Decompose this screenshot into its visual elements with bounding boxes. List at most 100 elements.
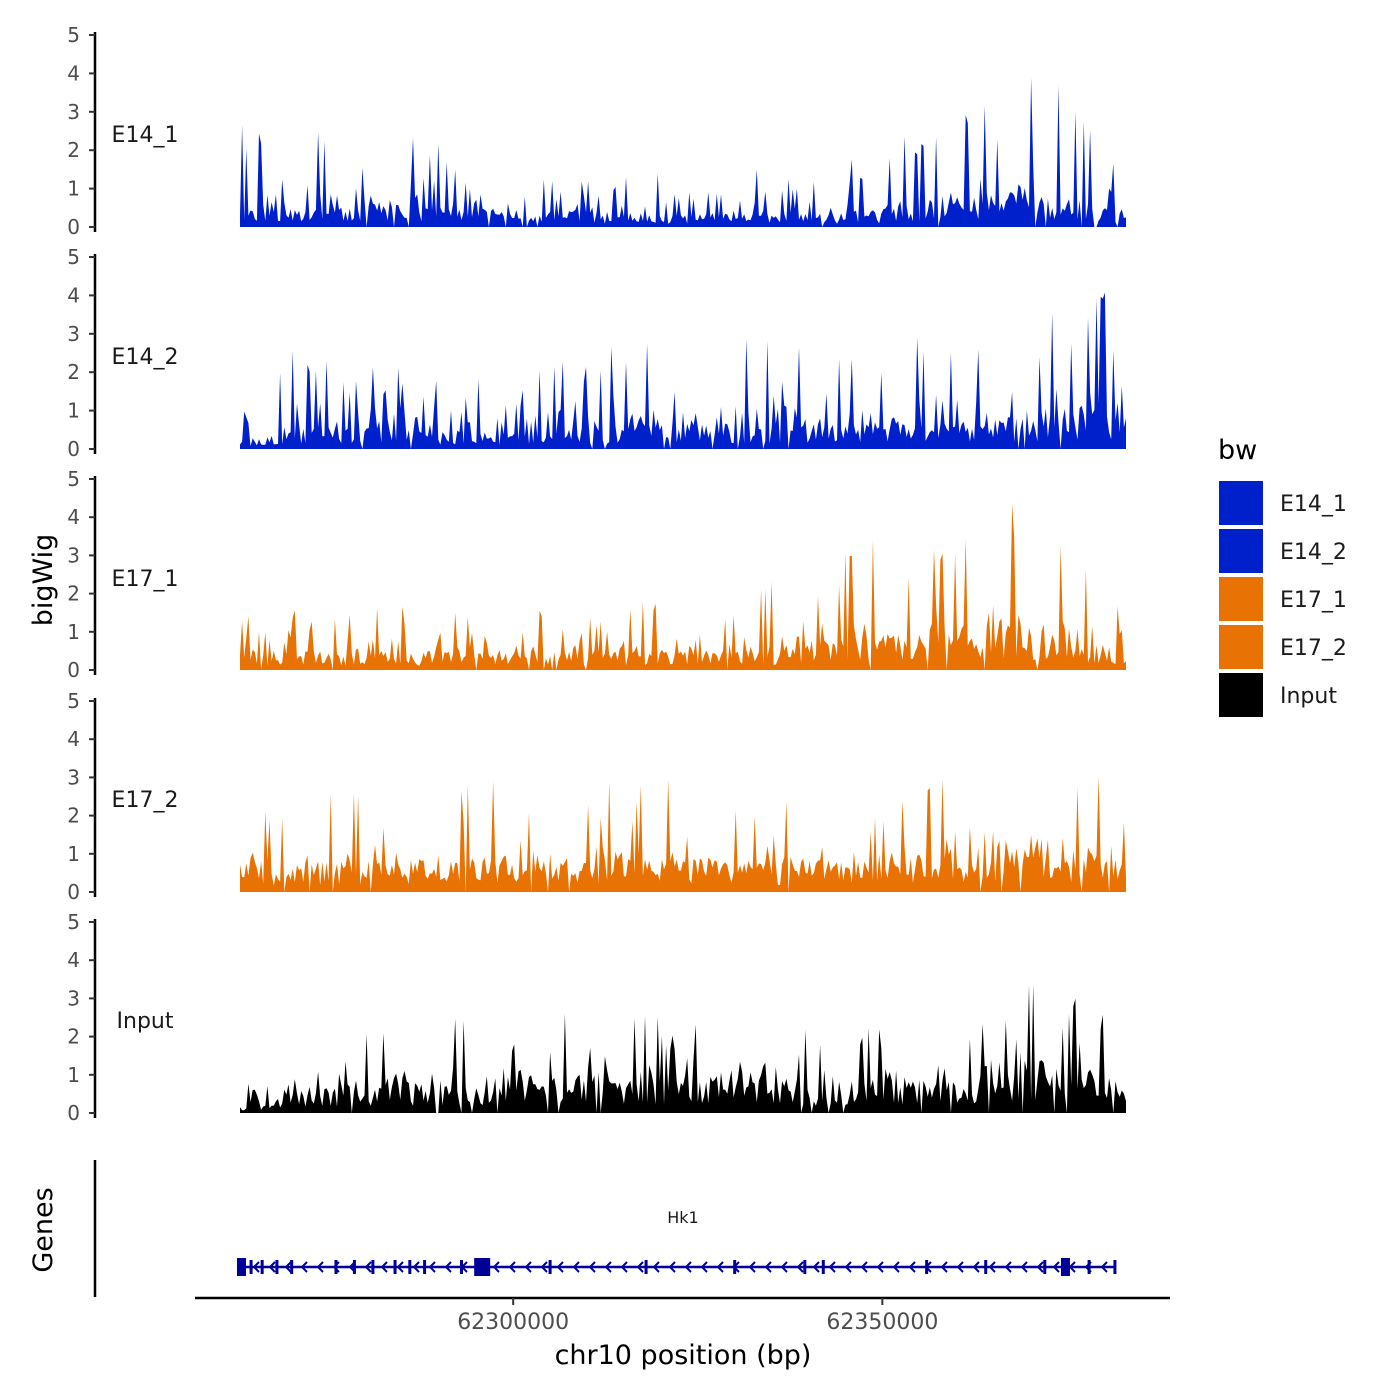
exon	[423, 1260, 427, 1274]
y-tick-label: 5	[67, 23, 80, 47]
x-tick-label: 62350000	[826, 1310, 938, 1335]
legend-label: E14_1	[1280, 492, 1347, 517]
exon	[371, 1260, 375, 1274]
legend-item: E14_2	[1219, 529, 1347, 573]
exon	[260, 1260, 264, 1274]
y-tick-label: 0	[67, 437, 80, 461]
strand-arrow	[796, 1261, 804, 1273]
strand-arrow	[508, 1261, 516, 1273]
strand-arrow	[572, 1261, 580, 1273]
strand-arrow	[268, 1261, 276, 1273]
exon	[821, 1260, 825, 1274]
strand-arrow	[780, 1261, 788, 1273]
legend-item: Input	[1219, 673, 1337, 717]
track-e17-2: 0 1 2 3 4 5 E17_2	[67, 689, 1126, 904]
legend-item: E14_1	[1219, 481, 1347, 525]
strand-arrow	[988, 1261, 996, 1273]
y-tick-label: 2	[67, 804, 80, 828]
legend-swatch	[1219, 481, 1263, 525]
y-tick-label: 1	[67, 177, 80, 201]
exon	[1113, 1260, 1117, 1274]
track-input: 0 1 2 3 4 5 Input	[67, 910, 1126, 1125]
gene-track: Hk1	[93, 1160, 1117, 1297]
track-e17-1: 0 1 2 3 4 5 E17_1	[67, 467, 1126, 682]
genes-track-title: Genes	[28, 1187, 59, 1272]
exon	[548, 1260, 552, 1274]
legend-swatch	[1219, 577, 1263, 621]
y-tick-label: 2	[67, 1025, 80, 1049]
y-tick-label: 5	[67, 910, 80, 934]
y-tick-label: 3	[67, 543, 80, 567]
strand-arrow	[412, 1261, 420, 1273]
exon	[236, 1258, 246, 1276]
strand-arrow	[620, 1261, 628, 1273]
y-tick-label: 1	[67, 399, 80, 423]
strand-arrow	[540, 1261, 548, 1273]
y-tick-label: 5	[67, 245, 80, 269]
track-e14-1: 0 1 2 3 4 5 E14_1	[67, 23, 1126, 239]
y-tick-label: 5	[67, 467, 80, 491]
strand-arrow	[764, 1261, 772, 1273]
legend-title: bw	[1218, 435, 1257, 466]
y-tick-label: 0	[67, 215, 80, 239]
strand-arrow	[444, 1261, 452, 1273]
legend-label: E17_1	[1280, 588, 1347, 613]
y-tick-label: 2	[67, 360, 80, 384]
strand-arrow	[300, 1261, 308, 1273]
strand-arrow	[876, 1261, 884, 1273]
strand-arrow	[972, 1261, 980, 1273]
signal-area-e17-1	[240, 503, 1126, 670]
exon	[275, 1260, 279, 1274]
strand-arrow	[380, 1261, 388, 1273]
y-tick-label: 1	[67, 842, 80, 866]
legend-label: E14_2	[1280, 540, 1347, 565]
strand-arrow	[812, 1261, 820, 1273]
strand-arrow	[556, 1261, 564, 1273]
signal-area-e14-1	[240, 78, 1126, 227]
strand-arrow	[700, 1261, 708, 1273]
y-axis-title: bigWig	[28, 534, 59, 627]
y-tick-label: 3	[67, 322, 80, 346]
strand-arrow	[652, 1261, 660, 1273]
track-label: E14_1	[112, 123, 179, 148]
signal-area-input	[240, 984, 1126, 1113]
strand-arrow	[492, 1261, 500, 1273]
track-panels: 0 1 2 3 4 5 E14_1 0 1 2 3 4 5 E14_2 0 1 2 3 4 5 E17_1 0 1 2 3 4 5 E…	[67, 23, 1126, 1125]
strand-arrow	[892, 1261, 900, 1273]
exon	[393, 1260, 397, 1274]
y-tick-label: 2	[67, 582, 80, 606]
y-tick-label: 3	[67, 100, 80, 124]
strand-arrow	[636, 1261, 644, 1273]
y-tick-label: 4	[67, 727, 80, 751]
strand-arrow	[956, 1261, 964, 1273]
y-tick-label: 4	[67, 61, 80, 85]
legend-swatch	[1219, 673, 1263, 717]
strand-arrow	[684, 1261, 692, 1273]
strand-arrow	[748, 1261, 756, 1273]
strand-arrow	[1036, 1261, 1044, 1273]
strand-arrow	[940, 1261, 948, 1273]
exon	[803, 1260, 807, 1274]
gene-name-label: Hk1	[667, 1208, 698, 1227]
strand-arrow	[428, 1261, 436, 1273]
strand-arrow	[716, 1261, 724, 1273]
track-label: E17_1	[112, 567, 179, 592]
strand-arrow	[844, 1261, 852, 1273]
exon	[1060, 1258, 1070, 1276]
exon	[474, 1258, 491, 1276]
y-tick-label: 4	[67, 505, 80, 529]
x-tick-label: 62300000	[457, 1310, 569, 1335]
legend-label: E17_2	[1280, 636, 1347, 661]
strand-arrow	[1100, 1261, 1108, 1273]
strand-arrow	[524, 1261, 532, 1273]
strand-arrow	[860, 1261, 868, 1273]
exon	[460, 1260, 463, 1274]
legend-label: Input	[1280, 684, 1337, 709]
signal-area-e14-2	[240, 292, 1126, 449]
legend-swatch	[1219, 625, 1263, 669]
y-tick-label: 4	[67, 948, 80, 972]
exon	[334, 1260, 338, 1274]
exon	[984, 1260, 988, 1274]
y-tick-label: 1	[67, 620, 80, 644]
